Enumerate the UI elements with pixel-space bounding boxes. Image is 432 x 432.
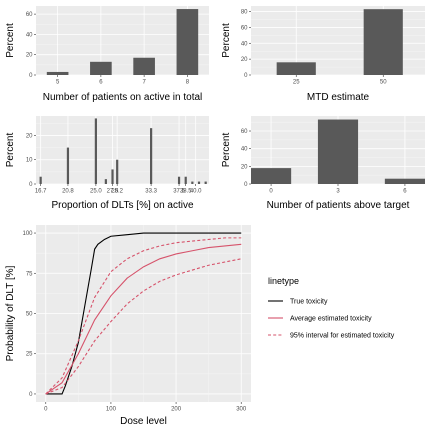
x-tick-label: 50 [380,80,387,86]
bar [111,169,114,184]
x-tick-label: 25.0 [90,189,102,195]
series-line [45,258,242,395]
y-tick-label: 10 [26,158,33,164]
bar [104,179,107,184]
bar [384,178,425,184]
legend-label: 95% interval for estimated toxicity [290,333,395,340]
bar [133,57,155,75]
series-line [45,237,242,395]
y-tick-label: 0 [29,392,33,398]
x-tick-label: 37.5 [173,189,185,195]
x-tick-label: 38.5 [180,189,192,195]
y-tick-label: 0 [244,73,248,79]
y-tick-label: 0 [29,182,33,188]
y-axis-title: Percent [221,133,232,168]
legend-label: True toxicity [290,299,328,306]
bar [191,181,194,184]
bar [363,9,403,75]
panel-p5: 0 25 50 75 100 0 100 200 300 linetype True toxicit… [5,225,395,427]
y-tick-label: 20 [26,53,33,59]
y-tick-label: 25 [26,352,33,358]
y-tick-label: 75 [26,271,33,277]
y-axis-title: Probability of DLT [%] [5,265,16,361]
y-tick-label: 60 [26,12,33,18]
x-tick-label: 5 [56,80,60,86]
y-tick-label: 60 [241,25,248,31]
bar [276,62,316,75]
x-tick-label: 100 [106,407,117,413]
x-tick-label: 200 [171,407,182,413]
bar [176,9,199,75]
bar [204,181,207,184]
x-tick-label: 300 [236,407,247,413]
x-tick-label: 25 [293,80,300,86]
bar [94,118,97,184]
x-tick-label: 0 [269,189,273,195]
x-tick-label: 20.8 [62,189,74,195]
bar [197,181,201,184]
legend-title: linetype [268,276,299,286]
y-tick-label: 40 [26,32,33,38]
y-tick-label: 0 [244,182,248,188]
x-axis-title: MTD estimate [307,92,370,103]
x-tick-label: 0 [44,407,48,413]
y-tick-label: 60 [241,129,248,135]
x-tick-label: 6 [403,189,407,195]
x-tick-label: 16.7 [35,189,47,195]
y-tick-label: 20 [241,57,248,63]
x-tick-label: 3 [336,189,340,195]
bar [184,176,187,184]
y-tick-label: 100 [22,231,33,237]
bar [251,168,292,184]
x-tick-label: 7 [142,80,146,86]
y-tick-label: 20 [241,164,248,170]
y-tick-label: 20 [26,133,33,139]
x-tick-label: 6 [99,80,103,86]
series-line [45,243,242,395]
x-tick-label: 28.2 [111,189,123,195]
panel-p4: 0 20 40 60 0 3 6 Number of patients above targe… [221,116,425,211]
legend-label: Average estimated toxicity [290,316,372,323]
y-tick-label: 50 [26,312,33,318]
x-tick-label: 40.0 [190,189,202,195]
bar [150,128,153,184]
bar [116,159,119,184]
bar [317,119,359,184]
bar [46,71,69,75]
y-axis-title: Percent [221,23,232,58]
x-tick-label: 33.3 [145,189,157,195]
x-tick-label: 27.5 [107,189,119,195]
panel-p2: 0 20 40 60 80 25 50 MTD estimate Percent [221,6,425,103]
x-axis-title: Number of patients on active in total [43,92,203,103]
series-line [45,232,242,395]
x-axis-title: Number of patients above target [267,200,410,211]
y-tick-label: 40 [241,147,248,153]
x-axis-title: Proportion of DLTs [%] on active [51,200,194,211]
bar [66,147,70,184]
x-tick-label: 8 [186,80,190,86]
bar [90,61,112,75]
panel-background [36,116,209,184]
y-tick-label: 0 [29,73,33,79]
y-tick-label: 40 [241,41,248,47]
bar [39,176,42,184]
bar [177,176,181,184]
x-axis-title: Dose level [120,416,167,427]
panel-p1: 0 20 40 60 5 6 7 8 Number of patients on active … [5,6,209,103]
panel-p3: 0 10 20 16.7 20.8 25.0 27.528.2 33.3 37.538.540.… [5,116,209,211]
y-axis-title: Percent [5,23,16,58]
y-axis-title: Percent [5,133,16,168]
y-tick-label: 80 [241,10,248,16]
